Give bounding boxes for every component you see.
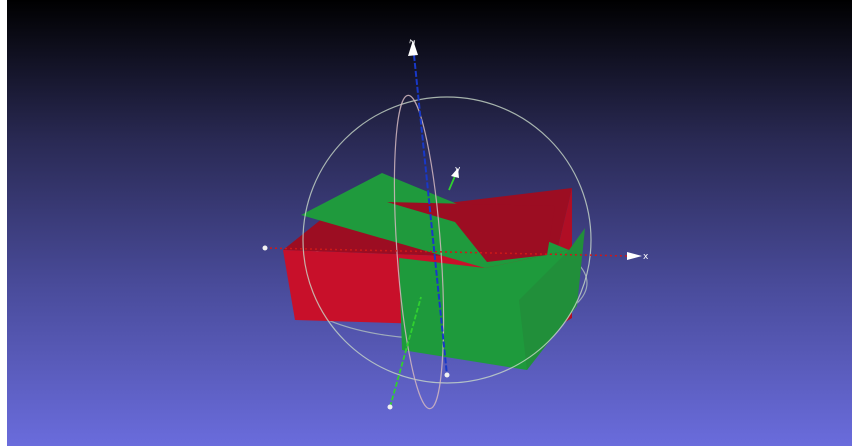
trackball-ring-vertical-y: [393, 94, 445, 410]
arrow-up-icon: [451, 168, 459, 178]
x-axis: x: [262, 245, 649, 262]
y-axis-label: y: [455, 165, 461, 175]
arrow-up-icon: [408, 40, 418, 56]
arrow-right-icon: [627, 252, 642, 260]
z-axis-line: [413, 54, 448, 376]
3d-viewport[interactable]: x z y: [7, 0, 852, 446]
green-box-side-face: [519, 228, 585, 370]
z-axis-end-dot: [444, 372, 450, 378]
y-axis: y: [387, 165, 461, 410]
y-axis-line-upper: [448, 175, 456, 191]
x-axis-origin-dot: [262, 245, 268, 251]
trackball-ring-vertical-x: [302, 96, 592, 384]
scene-canvas[interactable]: x z y: [7, 0, 852, 446]
red-box-notch: [387, 202, 555, 262]
y-axis-origin-dot: [387, 404, 393, 410]
y-axis-line-lower: [389, 296, 422, 408]
z-axis-label: z: [407, 38, 418, 45]
x-axis-line: [264, 247, 630, 257]
x-axis-label: x: [643, 252, 649, 262]
z-axis: z: [407, 38, 450, 378]
